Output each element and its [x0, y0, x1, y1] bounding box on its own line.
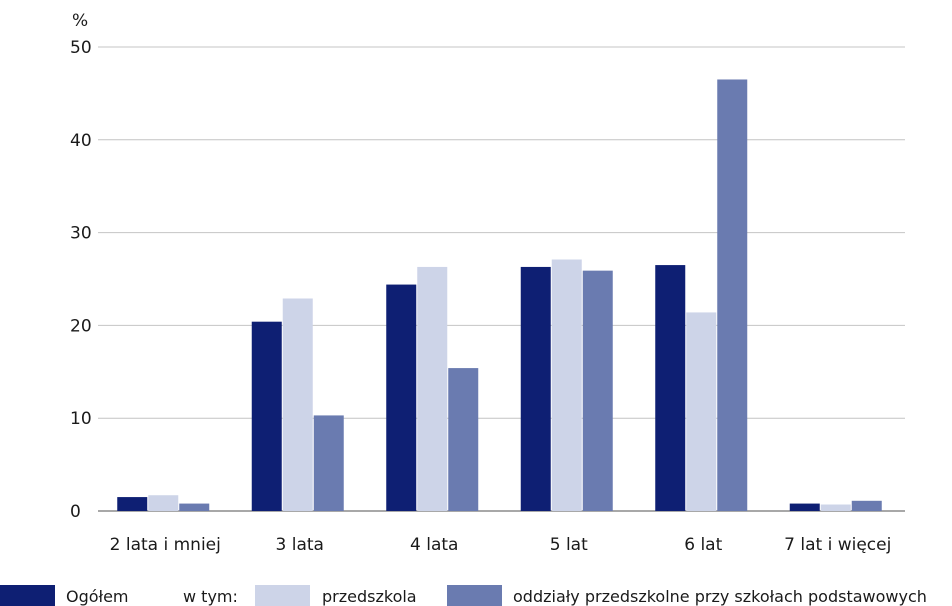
y-tick-label: 10: [70, 409, 92, 429]
legend-label-ogolem: Ogółem: [66, 587, 129, 606]
x-tick-label: 7 lat i więcej: [784, 535, 891, 555]
bar: [520, 266, 551, 511]
gridlines: [98, 46, 905, 512]
y-tick-label: 40: [70, 131, 92, 151]
y-tick-label: 30: [70, 224, 92, 244]
bar: [686, 312, 717, 511]
bar: [551, 259, 582, 511]
x-tick-label: 2 lata i mniej: [110, 535, 221, 555]
legend-intro: w tym:: [183, 587, 238, 606]
legend: Ogółem w tym: przedszkola oddziały przed…: [0, 585, 927, 606]
bar: [148, 495, 179, 511]
y-tick-label: 20: [70, 316, 92, 336]
bar: [179, 503, 210, 511]
bar: [820, 504, 851, 511]
legend-swatch-przedszkola: [255, 585, 310, 606]
bar: [582, 270, 613, 511]
bars: [117, 79, 882, 511]
x-tick-label: 6 lat: [684, 535, 722, 555]
legend-label-przedszkola: przedszkola: [322, 587, 417, 606]
y-tick-label: 0: [70, 502, 81, 522]
bar: [117, 497, 148, 511]
x-tick-label: 4 lata: [410, 535, 458, 555]
bar: [789, 503, 820, 511]
bar: [448, 368, 479, 511]
bar: [655, 265, 686, 511]
legend-swatch-ogolem: [0, 585, 55, 606]
bar: [282, 298, 313, 511]
bar: [386, 284, 417, 511]
bar: [251, 321, 282, 511]
x-tick-label: 3 lata: [276, 535, 324, 555]
y-axis: % 0 10 20 30 40 50: [70, 11, 92, 522]
y-axis-unit-label: %: [72, 11, 88, 31]
x-tick-label: 5 lat: [550, 535, 588, 555]
bar: [313, 415, 344, 511]
y-tick-label: 50: [70, 38, 92, 58]
bar: [851, 500, 882, 511]
x-axis: 2 lata i mniej 3 lata 4 lata 5 lat 6 lat 7 la…: [110, 535, 892, 555]
bar: [417, 266, 448, 511]
bar: [717, 79, 748, 511]
legend-label-oddzialy: oddziały przedszkolne przy szkołach pods…: [513, 587, 927, 606]
legend-swatch-oddzialy: [447, 585, 502, 606]
